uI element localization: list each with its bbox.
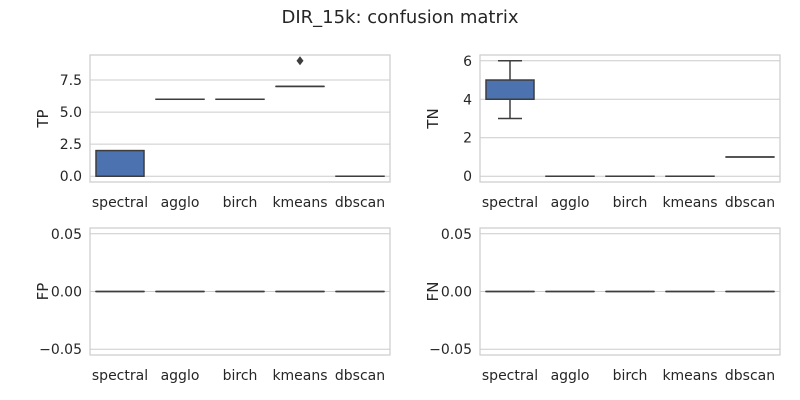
x-tick-label: agglo xyxy=(161,195,200,211)
box-iqr xyxy=(485,79,535,101)
y-tick-label: 7.5 xyxy=(60,73,82,89)
y-tick-label: −0.05 xyxy=(429,342,472,358)
y-tick-label: 6 xyxy=(463,54,472,70)
x-tick-label: dbscan xyxy=(335,195,385,211)
x-tick-label: kmeans xyxy=(662,195,717,211)
y-tick-label: 5.0 xyxy=(60,105,82,121)
y-tick-label: 4 xyxy=(463,92,472,108)
axes-frame xyxy=(479,54,781,183)
x-tick-label: kmeans xyxy=(662,368,717,384)
y-tick-label: 0.00 xyxy=(51,285,82,301)
subplot-fn: −0.05 0.00 0.05 FN spectral agglo birch kmeans d… xyxy=(424,227,781,384)
x-tick-label: spectral xyxy=(92,368,148,384)
figure-title: DIR_15k: confusion matrix xyxy=(281,7,518,28)
subplot-fp: −0.05 0.00 0.05 FP spectral agglo birch kmeans d… xyxy=(34,227,391,384)
axes-frame xyxy=(479,227,781,356)
x-tick-label: birch xyxy=(223,368,258,384)
y-tick-label: 0.00 xyxy=(441,285,472,301)
subplot-tp: 0.0 2.5 5.0 7.5 TP spectral agglo birch kmeans db… xyxy=(34,54,391,211)
box-spectral xyxy=(95,149,145,177)
x-tick-label: dbscan xyxy=(335,368,385,384)
y-tick-label: −0.05 xyxy=(39,342,82,358)
y-tick-label: 0.05 xyxy=(441,227,472,243)
x-tick-label: dbscan xyxy=(725,195,775,211)
subplot-tn: 0 2 4 6 TN spectral agglo birch kmeans dbscan xyxy=(424,54,781,211)
axes-frame xyxy=(89,227,391,356)
y-tick-label: 0 xyxy=(463,169,472,185)
outlier-point xyxy=(296,56,304,66)
y-tick-label: 2 xyxy=(463,131,472,147)
x-tick-label: spectral xyxy=(482,368,538,384)
x-tick-label: birch xyxy=(223,195,258,211)
box-iqr xyxy=(95,149,145,177)
y-axis-label: FN xyxy=(424,282,442,302)
x-tick-label: birch xyxy=(613,195,648,211)
x-tick-label: dbscan xyxy=(725,368,775,384)
x-tick-label: birch xyxy=(613,368,648,384)
y-axis-label: FP xyxy=(34,283,52,301)
box-kmeans xyxy=(275,56,325,88)
y-tick-label: 2.5 xyxy=(60,137,82,153)
x-tick-label: agglo xyxy=(551,195,590,211)
box-spectral xyxy=(485,60,535,120)
x-tick-label: kmeans xyxy=(272,195,327,211)
y-axis-label: TP xyxy=(34,109,52,128)
x-tick-label: kmeans xyxy=(272,368,327,384)
x-tick-label: spectral xyxy=(482,195,538,211)
y-tick-label: 0.05 xyxy=(51,227,82,243)
axes-frame xyxy=(89,54,391,183)
x-tick-label: spectral xyxy=(92,195,148,211)
x-tick-label: agglo xyxy=(161,368,200,384)
y-tick-label: 0.0 xyxy=(60,169,82,185)
subplot-grid: 0.0 2.5 5.0 7.5 TP spectral agglo birch kmeans db… xyxy=(34,54,781,384)
x-tick-label: agglo xyxy=(551,368,590,384)
y-axis-label: TN xyxy=(424,108,442,129)
